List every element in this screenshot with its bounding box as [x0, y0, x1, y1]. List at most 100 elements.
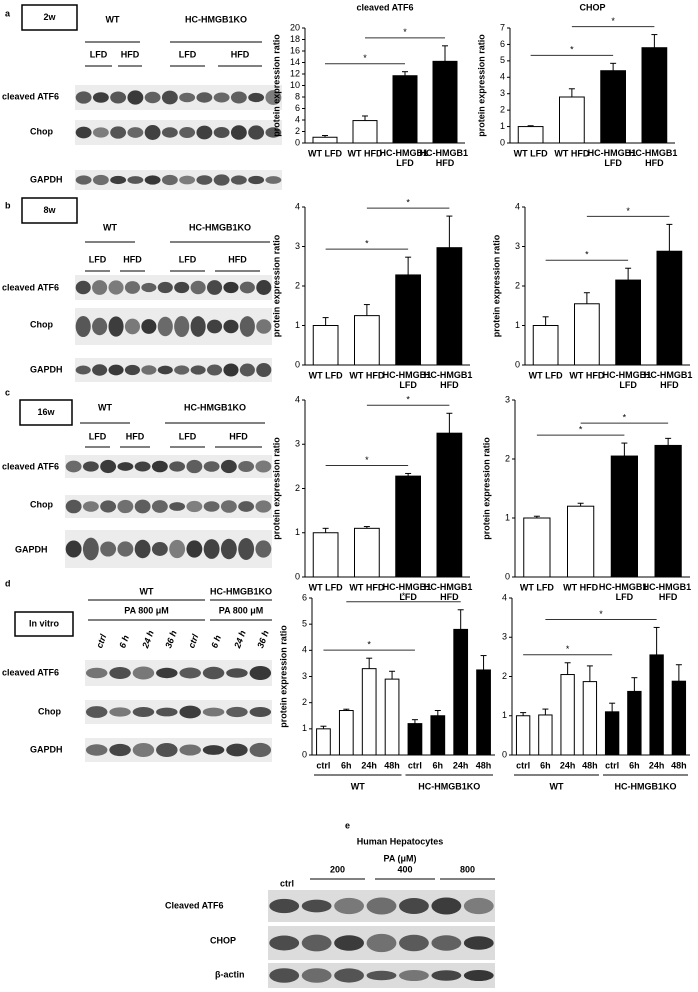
- band: [206, 319, 223, 334]
- y-tick-label: 2: [302, 697, 307, 707]
- lane-label: 36 h: [163, 629, 179, 650]
- band: [141, 282, 157, 293]
- band: [186, 500, 203, 513]
- band: [169, 502, 186, 511]
- x-tick-label: ctrl: [516, 760, 530, 770]
- x-tick-label: WT HFD: [349, 370, 384, 380]
- error-bar: [577, 502, 584, 507]
- row-label: cleaved ATF6: [2, 461, 59, 471]
- band: [366, 897, 397, 915]
- error-bar: [625, 267, 632, 281]
- chart-title: CHOP: [579, 2, 605, 12]
- x-tick-label: 48h: [476, 760, 492, 770]
- band: [92, 174, 109, 186]
- band: [110, 175, 127, 185]
- significance-mark: *: [566, 644, 570, 654]
- row-label: Chop: [30, 499, 53, 509]
- band: [248, 175, 265, 185]
- y-tick-label: 4: [295, 201, 300, 211]
- band: [169, 539, 186, 559]
- y-tick-label: 1: [502, 710, 507, 720]
- blot-strip: [65, 530, 272, 568]
- bar: [453, 628, 469, 756]
- bar: [656, 250, 683, 366]
- band: [269, 898, 300, 914]
- bar: [395, 274, 421, 366]
- band: [186, 540, 203, 558]
- band: [255, 540, 272, 558]
- error-bar: [533, 515, 540, 518]
- row-label: GAPDH: [15, 544, 48, 554]
- y-tick-label: 2: [502, 671, 507, 681]
- y-tick-label: 0: [295, 137, 300, 147]
- band: [220, 500, 237, 513]
- error-bar: [666, 223, 673, 252]
- error-bar: [389, 670, 396, 680]
- bar: [627, 690, 642, 756]
- bar: [384, 678, 400, 756]
- bar: [649, 654, 664, 756]
- band: [174, 281, 190, 294]
- panel-letter: c: [5, 387, 10, 397]
- error-bar: [322, 317, 329, 326]
- band: [463, 969, 494, 982]
- band: [127, 176, 144, 184]
- y-tick-label: 5: [500, 55, 505, 65]
- significance-mark: *: [611, 16, 615, 26]
- y-axis-label: protein expression ratio: [476, 34, 486, 137]
- band: [265, 127, 282, 138]
- band: [127, 90, 144, 105]
- bar: [610, 455, 638, 578]
- bar: [352, 120, 378, 144]
- band: [157, 281, 173, 294]
- band: [366, 970, 397, 981]
- significance-mark: *: [406, 395, 410, 405]
- error-bar: [520, 712, 527, 716]
- band: [238, 538, 255, 560]
- band: [249, 742, 272, 758]
- error-bar: [651, 34, 658, 48]
- band: [75, 175, 92, 185]
- band: [157, 316, 173, 337]
- y-tick-label: 0: [500, 137, 505, 147]
- band: [92, 92, 109, 103]
- error-bar: [446, 412, 453, 434]
- band: [117, 541, 134, 557]
- band: [399, 897, 429, 915]
- title: Human Hepatocytes: [357, 836, 444, 846]
- diet-label: HFD: [121, 49, 140, 59]
- x-tick-label: HC-HMGB1 HFD: [629, 148, 680, 168]
- lane-label: ctrl: [94, 632, 108, 649]
- band: [249, 666, 272, 680]
- chart-title: cleaved ATF6: [356, 2, 413, 12]
- y-tick-label: 2: [505, 453, 510, 463]
- significance-mark: *: [585, 250, 589, 260]
- band: [202, 745, 225, 755]
- lane-label: 6 h: [209, 633, 223, 649]
- error-bar: [675, 664, 682, 682]
- band: [75, 365, 91, 375]
- band: [82, 501, 99, 512]
- band: [161, 127, 178, 138]
- error-bar: [542, 316, 549, 326]
- x-tick-label: WT HFD: [349, 582, 384, 592]
- y-tick-label: 2: [500, 105, 505, 115]
- bar: [392, 75, 418, 144]
- y-tick-label: 4: [302, 645, 307, 655]
- band: [179, 127, 196, 138]
- band: [202, 707, 225, 717]
- bar: [316, 728, 331, 756]
- y-axis-label: protein expression ratio: [271, 234, 281, 337]
- band: [100, 500, 117, 513]
- y-tick-label: 7: [500, 22, 505, 32]
- bar: [312, 532, 339, 578]
- error-bar: [434, 710, 441, 716]
- x-tick-label: 6h: [433, 760, 444, 770]
- band: [144, 175, 161, 185]
- diet-label: HFD: [231, 49, 250, 59]
- y-tick-label: 1: [505, 512, 510, 522]
- band: [220, 459, 237, 474]
- band: [206, 280, 223, 295]
- x-tick-label: 24h: [453, 760, 469, 770]
